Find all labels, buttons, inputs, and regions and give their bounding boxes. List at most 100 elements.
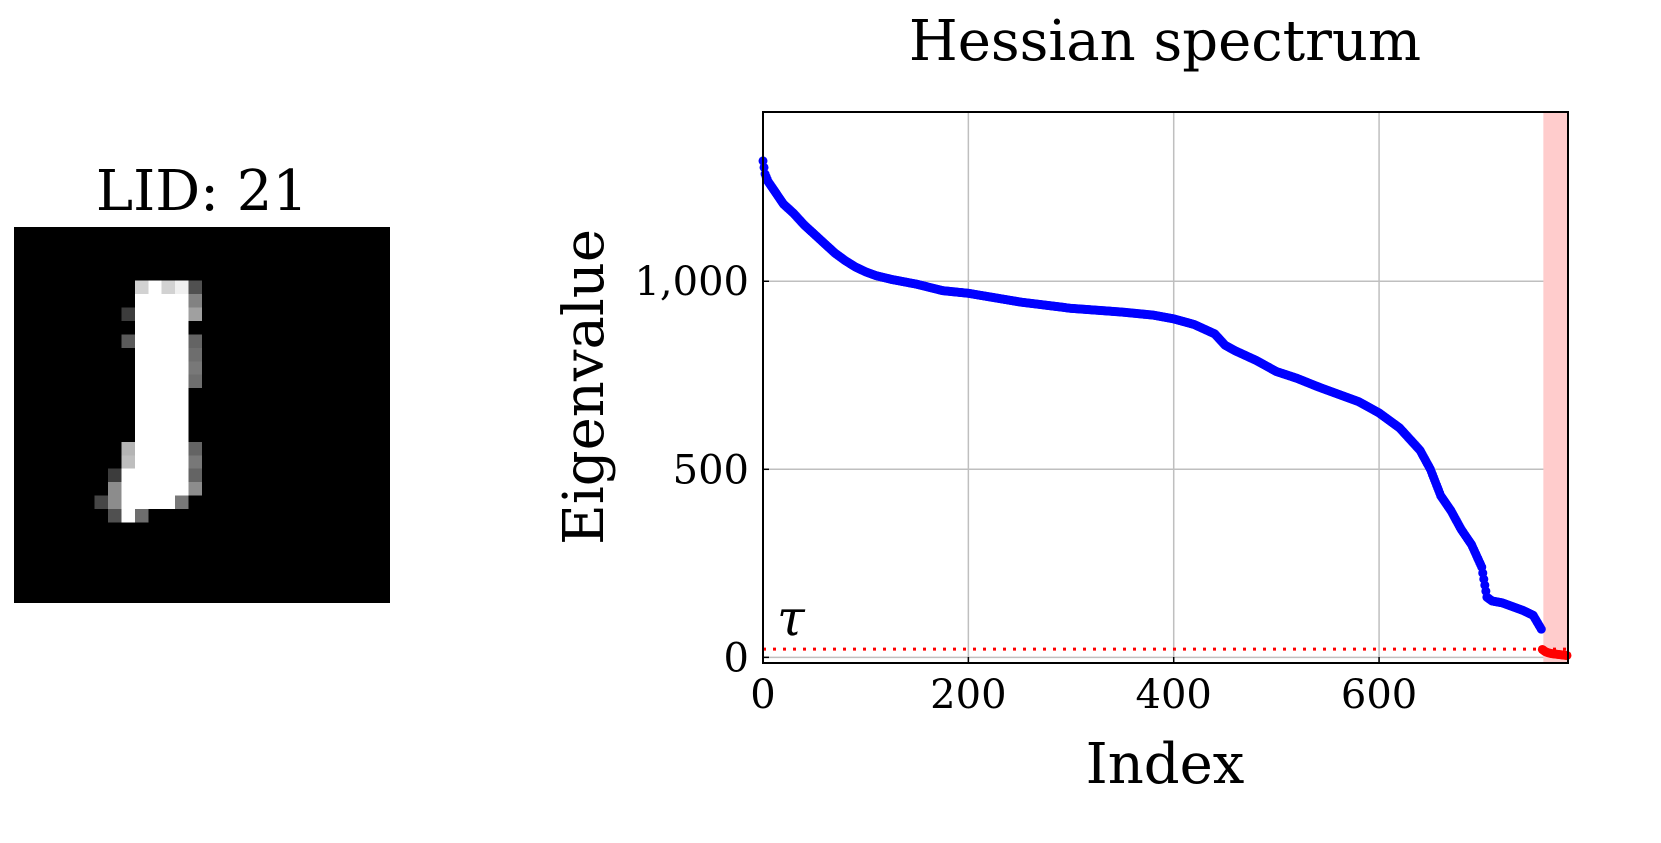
digit-pixel <box>148 294 162 308</box>
digit-pixel <box>148 321 162 335</box>
digit-pixel <box>175 482 189 496</box>
digit-pixel <box>188 280 202 295</box>
digit-pixel <box>175 441 189 456</box>
digit-pixel <box>108 495 122 509</box>
digit-pixel <box>134 280 149 295</box>
y-axis-label: Eigenvalue <box>552 229 617 545</box>
digit-pixel <box>121 455 135 469</box>
digit-pixel <box>134 294 149 308</box>
x-tick-label: 400 <box>1136 672 1212 718</box>
digit-image <box>14 227 390 603</box>
digit-pixel <box>134 441 149 456</box>
digit-pixel <box>175 280 189 295</box>
digit-pixel <box>94 495 108 509</box>
digit-pixel <box>148 441 162 456</box>
digit-pixel <box>121 495 135 509</box>
low-eigenvalue-point <box>1562 650 1572 660</box>
x-tick-label: 200 <box>930 672 1006 718</box>
digit-pixel <box>188 294 202 308</box>
digit-pixel <box>121 509 135 523</box>
digit-pixel <box>161 401 176 415</box>
digit-pixel <box>161 455 176 469</box>
digit-pixel <box>161 307 176 321</box>
digit-pixel <box>175 374 189 389</box>
y-tick-label: 500 <box>673 447 749 493</box>
digit-pixel <box>121 441 135 456</box>
x-axis-label: Index <box>1086 732 1245 797</box>
digit-pixel <box>161 374 176 389</box>
digit-pixel <box>175 307 189 321</box>
eigenvalue-point <box>1536 624 1546 634</box>
digit-pixel <box>188 482 202 496</box>
digit-pixel <box>175 401 189 415</box>
low-eigenvalue-band <box>1543 112 1568 663</box>
digit-pixel <box>188 441 202 456</box>
digit-pixel <box>188 307 202 321</box>
threshold-label: τ <box>777 589 806 647</box>
digit-pixel <box>175 495 189 509</box>
chart-grid <box>763 112 1568 663</box>
digit-pixels <box>94 280 202 523</box>
digit-pixel <box>188 455 202 469</box>
digit-pixel <box>134 415 149 429</box>
digit-pixel <box>188 374 202 389</box>
digit-pixel <box>161 361 176 375</box>
digit-pixel <box>188 468 202 483</box>
y-tick-label: 0 <box>724 635 749 681</box>
digit-pixel <box>134 401 149 415</box>
digit-pixel <box>148 428 162 442</box>
digit-pixel <box>175 455 189 469</box>
digit-pixel <box>161 415 176 429</box>
digit-pixel <box>148 361 162 375</box>
digit-pixel <box>161 347 176 362</box>
digit-pixel <box>134 334 149 348</box>
digit-pixel <box>134 455 149 469</box>
x-tick-label: 0 <box>750 672 775 718</box>
axis-ticks: 0 200 400 600 0 500 1,000 <box>634 259 1417 718</box>
digit-pixel <box>161 388 176 402</box>
digit-pixel <box>148 334 162 348</box>
digit-pixel <box>161 495 176 509</box>
digit-pixel <box>175 388 189 402</box>
digit-pixel <box>134 307 149 321</box>
x-tick-label: 600 <box>1341 672 1417 718</box>
digit-pixel <box>121 468 135 483</box>
digit-pixel <box>148 401 162 415</box>
digit-pixel <box>161 441 176 456</box>
digit-pixel <box>148 280 162 295</box>
digit-pixel <box>148 468 162 483</box>
digit-pixel <box>161 428 176 442</box>
digit-pixel <box>94 482 108 496</box>
digit-pixel <box>134 388 149 402</box>
digit-pixel <box>188 347 202 362</box>
digit-pixel <box>175 347 189 362</box>
digit-pixel <box>188 361 202 375</box>
digit-pixel <box>161 468 176 483</box>
digit-pixel <box>175 294 189 308</box>
digit-pixel <box>175 334 189 348</box>
digit-pixel <box>108 509 122 523</box>
digit-pixel <box>134 347 149 362</box>
digit-pixel <box>108 468 122 483</box>
digit-pixel <box>148 347 162 362</box>
digit-pixel <box>134 509 149 523</box>
digit-pixel <box>134 321 149 335</box>
digit-pixel <box>134 482 149 496</box>
digit-pixel <box>148 307 162 321</box>
lid-title: LID: 21 <box>95 159 309 224</box>
digit-pixel <box>134 495 149 509</box>
digit-pixel <box>161 482 176 496</box>
digit-pixel <box>121 307 135 321</box>
digit-pixel <box>161 334 176 348</box>
digit-pixel <box>175 415 189 429</box>
digit-pixel <box>134 361 149 375</box>
chart-marks <box>758 156 1572 660</box>
digit-pixel <box>148 455 162 469</box>
digit-pixel <box>134 428 149 442</box>
digit-pixel <box>134 374 149 389</box>
digit-pixel <box>175 321 189 335</box>
digit-pixel <box>148 388 162 402</box>
digit-pixel <box>175 468 189 483</box>
chart-title: Hessian spectrum <box>909 9 1421 74</box>
